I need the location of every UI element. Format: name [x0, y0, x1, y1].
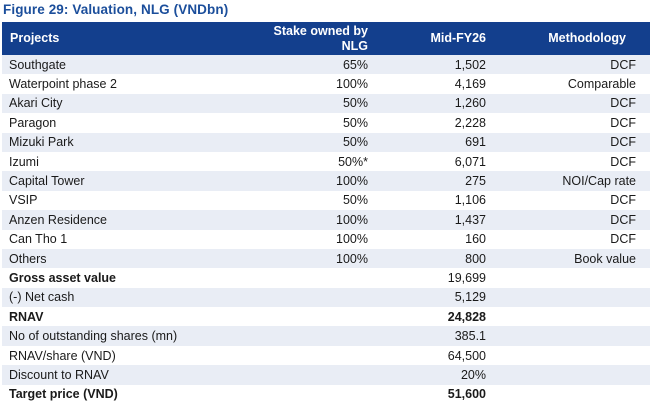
- methodology-cell: [490, 365, 650, 385]
- project-cell: Gross asset value: [9, 270, 117, 285]
- value-cell: 1,502: [372, 55, 490, 75]
- project-cell: Mizuki Park: [2, 132, 242, 152]
- table-row: Can Tho 1 100% 160 DCF: [2, 230, 650, 249]
- value-cell: 4,169: [454, 77, 486, 92]
- stake-cell: [242, 287, 372, 308]
- stake-cell: 50%: [242, 132, 372, 152]
- project-cell: Capital Tower: [2, 171, 242, 191]
- table-row: Capital Tower 100% 275 NOI/Cap rate: [2, 171, 650, 191]
- stake-cell: 50%: [342, 115, 368, 130]
- value-cell: 691: [372, 132, 490, 152]
- methodology-cell: DCF: [490, 93, 650, 114]
- project-cell: Anzen Residence: [2, 210, 242, 230]
- figure-title: Figure 29: Valuation, NLG (VNDbn): [3, 2, 229, 17]
- table-row: RNAV/share (VND) 64,500: [2, 346, 650, 365]
- project-cell: No of outstanding shares (mn): [2, 326, 242, 346]
- table-row: Izumi 50%* 6,071 DCF: [2, 152, 650, 171]
- project-cell: Southgate: [2, 55, 242, 75]
- project-cell: Discount to RNAV: [2, 365, 242, 385]
- value-cell: 160: [465, 232, 486, 247]
- stake-cell: 50%*: [338, 154, 368, 169]
- table-header: Projects Stake owned by NLG Mid-FY26 Met…: [2, 22, 650, 55]
- stake-cell: 65%: [242, 55, 372, 75]
- column-header-methodology: Methodology: [490, 22, 650, 55]
- value-cell: 275: [372, 171, 490, 191]
- stake-cell: 100%: [336, 232, 368, 247]
- methodology-cell: DCF: [610, 154, 636, 169]
- project-cell: Target price (VND): [9, 387, 118, 402]
- table-row: Gross asset value 19,699: [2, 268, 650, 287]
- stake-cell: [242, 307, 372, 326]
- stake-cell: 100%: [242, 210, 372, 230]
- stake-cell: [242, 326, 372, 346]
- table-row: RNAV 24,828: [2, 307, 650, 326]
- column-header-stake: Stake owned by NLG: [242, 22, 372, 55]
- methodology-cell: [490, 346, 650, 365]
- value-cell: 1,106: [454, 193, 486, 208]
- methodology-cell: Book value: [490, 248, 650, 269]
- table-row: Waterpoint phase 2 100% 4,169 Comparable: [2, 74, 650, 93]
- project-cell: Akari City: [2, 93, 242, 114]
- table-row: Discount to RNAV 20%: [2, 365, 650, 385]
- project-cell: Izumi: [9, 154, 39, 169]
- value-cell: 2,228: [454, 115, 486, 130]
- value-cell: 20%: [372, 365, 490, 385]
- methodology-cell: DCF: [490, 55, 650, 75]
- methodology-cell: [490, 287, 650, 308]
- project-cell: (-) Net cash: [2, 287, 242, 308]
- project-cell: Paragon: [9, 115, 57, 130]
- stake-cell: [242, 385, 372, 404]
- value-cell: 1,260: [372, 93, 490, 114]
- methodology-cell: [490, 385, 650, 404]
- value-cell: 6,071: [454, 154, 486, 169]
- value-cell: 24,828: [447, 309, 486, 324]
- value-cell: 19,699: [447, 270, 486, 285]
- table-row: Target price (VND) 51,600: [2, 385, 650, 404]
- value-cell: 385.1: [372, 326, 490, 346]
- value-cell: 1,437: [372, 210, 490, 230]
- methodology-cell: DCF: [610, 193, 636, 208]
- methodology-cell: DCF: [610, 232, 636, 247]
- stake-cell: [242, 365, 372, 385]
- methodology-cell: DCF: [610, 115, 636, 130]
- methodology-cell: Comparable: [567, 77, 636, 92]
- stake-cell: [242, 268, 372, 287]
- table-row: No of outstanding shares (mn) 385.1: [2, 326, 650, 346]
- table-row: Others 100% 800 Book value: [2, 248, 650, 269]
- methodology-cell: DCF: [490, 210, 650, 230]
- project-cell: RNAV/share (VND): [9, 348, 116, 363]
- table-row: (-) Net cash 5,129: [2, 287, 650, 308]
- stake-cell: [242, 346, 372, 365]
- methodology-cell: [490, 307, 650, 326]
- column-header-projects: Projects: [2, 22, 242, 55]
- value-cell: 51,600: [447, 387, 486, 402]
- value-cell: 64,500: [447, 348, 486, 363]
- table-body: Southgate 65% 1,502 DCF Waterpoint phase 2 10…: [2, 55, 650, 404]
- table-row: Mizuki Park 50% 691 DCF: [2, 132, 650, 152]
- column-header-mid-fy26: Mid-FY26: [372, 22, 490, 55]
- value-cell: 5,129: [372, 287, 490, 308]
- table-row: Akari City 50% 1,260 DCF: [2, 93, 650, 114]
- table-row: Southgate 65% 1,502 DCF: [2, 55, 650, 75]
- value-cell: 800: [372, 248, 490, 269]
- project-cell: Can Tho 1: [9, 232, 68, 247]
- stake-cell: 50%: [342, 193, 368, 208]
- methodology-cell: [490, 326, 650, 346]
- stake-cell: 50%: [242, 93, 372, 114]
- methodology-cell: [490, 268, 650, 287]
- stake-cell: 100%: [242, 248, 372, 269]
- stake-cell: 100%: [336, 77, 368, 92]
- project-cell: Others: [2, 248, 242, 269]
- project-cell: RNAV: [9, 309, 44, 324]
- stake-cell: 100%: [242, 171, 372, 191]
- methodology-cell: DCF: [490, 132, 650, 152]
- methodology-cell: NOI/Cap rate: [490, 171, 650, 191]
- table-row: VSIP 50% 1,106 DCF: [2, 191, 650, 210]
- project-cell: VSIP: [9, 193, 38, 208]
- table-row: Anzen Residence 100% 1,437 DCF: [2, 210, 650, 230]
- project-cell: Waterpoint phase 2: [9, 77, 117, 92]
- valuation-table: Projects Stake owned by NLG Mid-FY26 Met…: [2, 22, 650, 404]
- table-row: Paragon 50% 2,228 DCF: [2, 113, 650, 132]
